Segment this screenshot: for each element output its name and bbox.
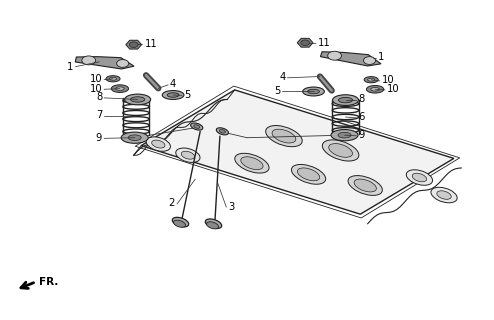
Ellipse shape xyxy=(146,137,170,151)
Ellipse shape xyxy=(191,123,203,130)
Ellipse shape xyxy=(106,76,120,82)
Polygon shape xyxy=(141,90,454,214)
Text: 1: 1 xyxy=(377,52,384,62)
Ellipse shape xyxy=(322,140,359,161)
Text: 4: 4 xyxy=(169,79,176,89)
Ellipse shape xyxy=(219,130,225,133)
Ellipse shape xyxy=(354,179,376,192)
Ellipse shape xyxy=(206,219,222,228)
Ellipse shape xyxy=(308,89,320,94)
Ellipse shape xyxy=(291,164,326,184)
Ellipse shape xyxy=(111,85,128,92)
Text: 10: 10 xyxy=(89,74,102,84)
Ellipse shape xyxy=(332,95,359,106)
Ellipse shape xyxy=(121,132,148,143)
Ellipse shape xyxy=(364,76,378,83)
Polygon shape xyxy=(321,52,381,66)
Ellipse shape xyxy=(297,168,320,181)
Ellipse shape xyxy=(348,176,382,196)
Text: 5: 5 xyxy=(274,86,281,96)
Ellipse shape xyxy=(116,87,124,91)
Text: 9: 9 xyxy=(96,133,102,143)
Text: 7: 7 xyxy=(96,110,102,120)
Text: 2: 2 xyxy=(169,198,175,208)
Ellipse shape xyxy=(431,187,457,203)
Ellipse shape xyxy=(303,87,325,96)
Ellipse shape xyxy=(367,85,384,93)
Ellipse shape xyxy=(162,91,184,100)
Text: FR.: FR. xyxy=(39,277,58,287)
Ellipse shape xyxy=(331,130,358,141)
Circle shape xyxy=(129,42,138,47)
Text: 8: 8 xyxy=(358,94,365,104)
Text: 8: 8 xyxy=(96,92,102,102)
Text: 5: 5 xyxy=(184,90,190,100)
Text: 10: 10 xyxy=(89,84,102,94)
Text: 1: 1 xyxy=(67,62,74,72)
Polygon shape xyxy=(75,57,134,69)
Circle shape xyxy=(328,51,341,60)
Ellipse shape xyxy=(128,135,141,140)
Text: 9: 9 xyxy=(358,130,365,140)
Polygon shape xyxy=(297,38,313,47)
Text: 10: 10 xyxy=(386,84,399,94)
Ellipse shape xyxy=(110,77,117,80)
Circle shape xyxy=(117,60,129,68)
Ellipse shape xyxy=(124,94,151,105)
Ellipse shape xyxy=(338,97,353,103)
Text: 4: 4 xyxy=(279,72,286,82)
Ellipse shape xyxy=(181,151,195,159)
Ellipse shape xyxy=(329,144,353,157)
Ellipse shape xyxy=(437,191,451,199)
Circle shape xyxy=(82,56,96,65)
Ellipse shape xyxy=(173,220,186,227)
Ellipse shape xyxy=(370,87,379,91)
Text: 6: 6 xyxy=(358,112,365,122)
Ellipse shape xyxy=(172,217,189,227)
Ellipse shape xyxy=(406,170,433,185)
Polygon shape xyxy=(126,40,142,49)
Ellipse shape xyxy=(235,153,269,173)
Ellipse shape xyxy=(194,125,200,128)
Ellipse shape xyxy=(266,125,302,147)
Ellipse shape xyxy=(216,128,228,135)
Ellipse shape xyxy=(152,140,165,148)
Text: 11: 11 xyxy=(318,38,330,48)
Ellipse shape xyxy=(130,97,145,102)
Circle shape xyxy=(364,57,375,64)
Ellipse shape xyxy=(241,157,263,170)
Ellipse shape xyxy=(167,93,179,97)
Ellipse shape xyxy=(412,173,427,182)
Text: 10: 10 xyxy=(381,75,394,85)
Ellipse shape xyxy=(176,148,200,163)
Ellipse shape xyxy=(338,132,351,138)
Circle shape xyxy=(301,40,309,45)
Ellipse shape xyxy=(368,78,374,81)
Text: 3: 3 xyxy=(228,202,235,212)
Ellipse shape xyxy=(206,222,219,229)
Ellipse shape xyxy=(272,129,296,143)
Text: 11: 11 xyxy=(145,39,157,49)
